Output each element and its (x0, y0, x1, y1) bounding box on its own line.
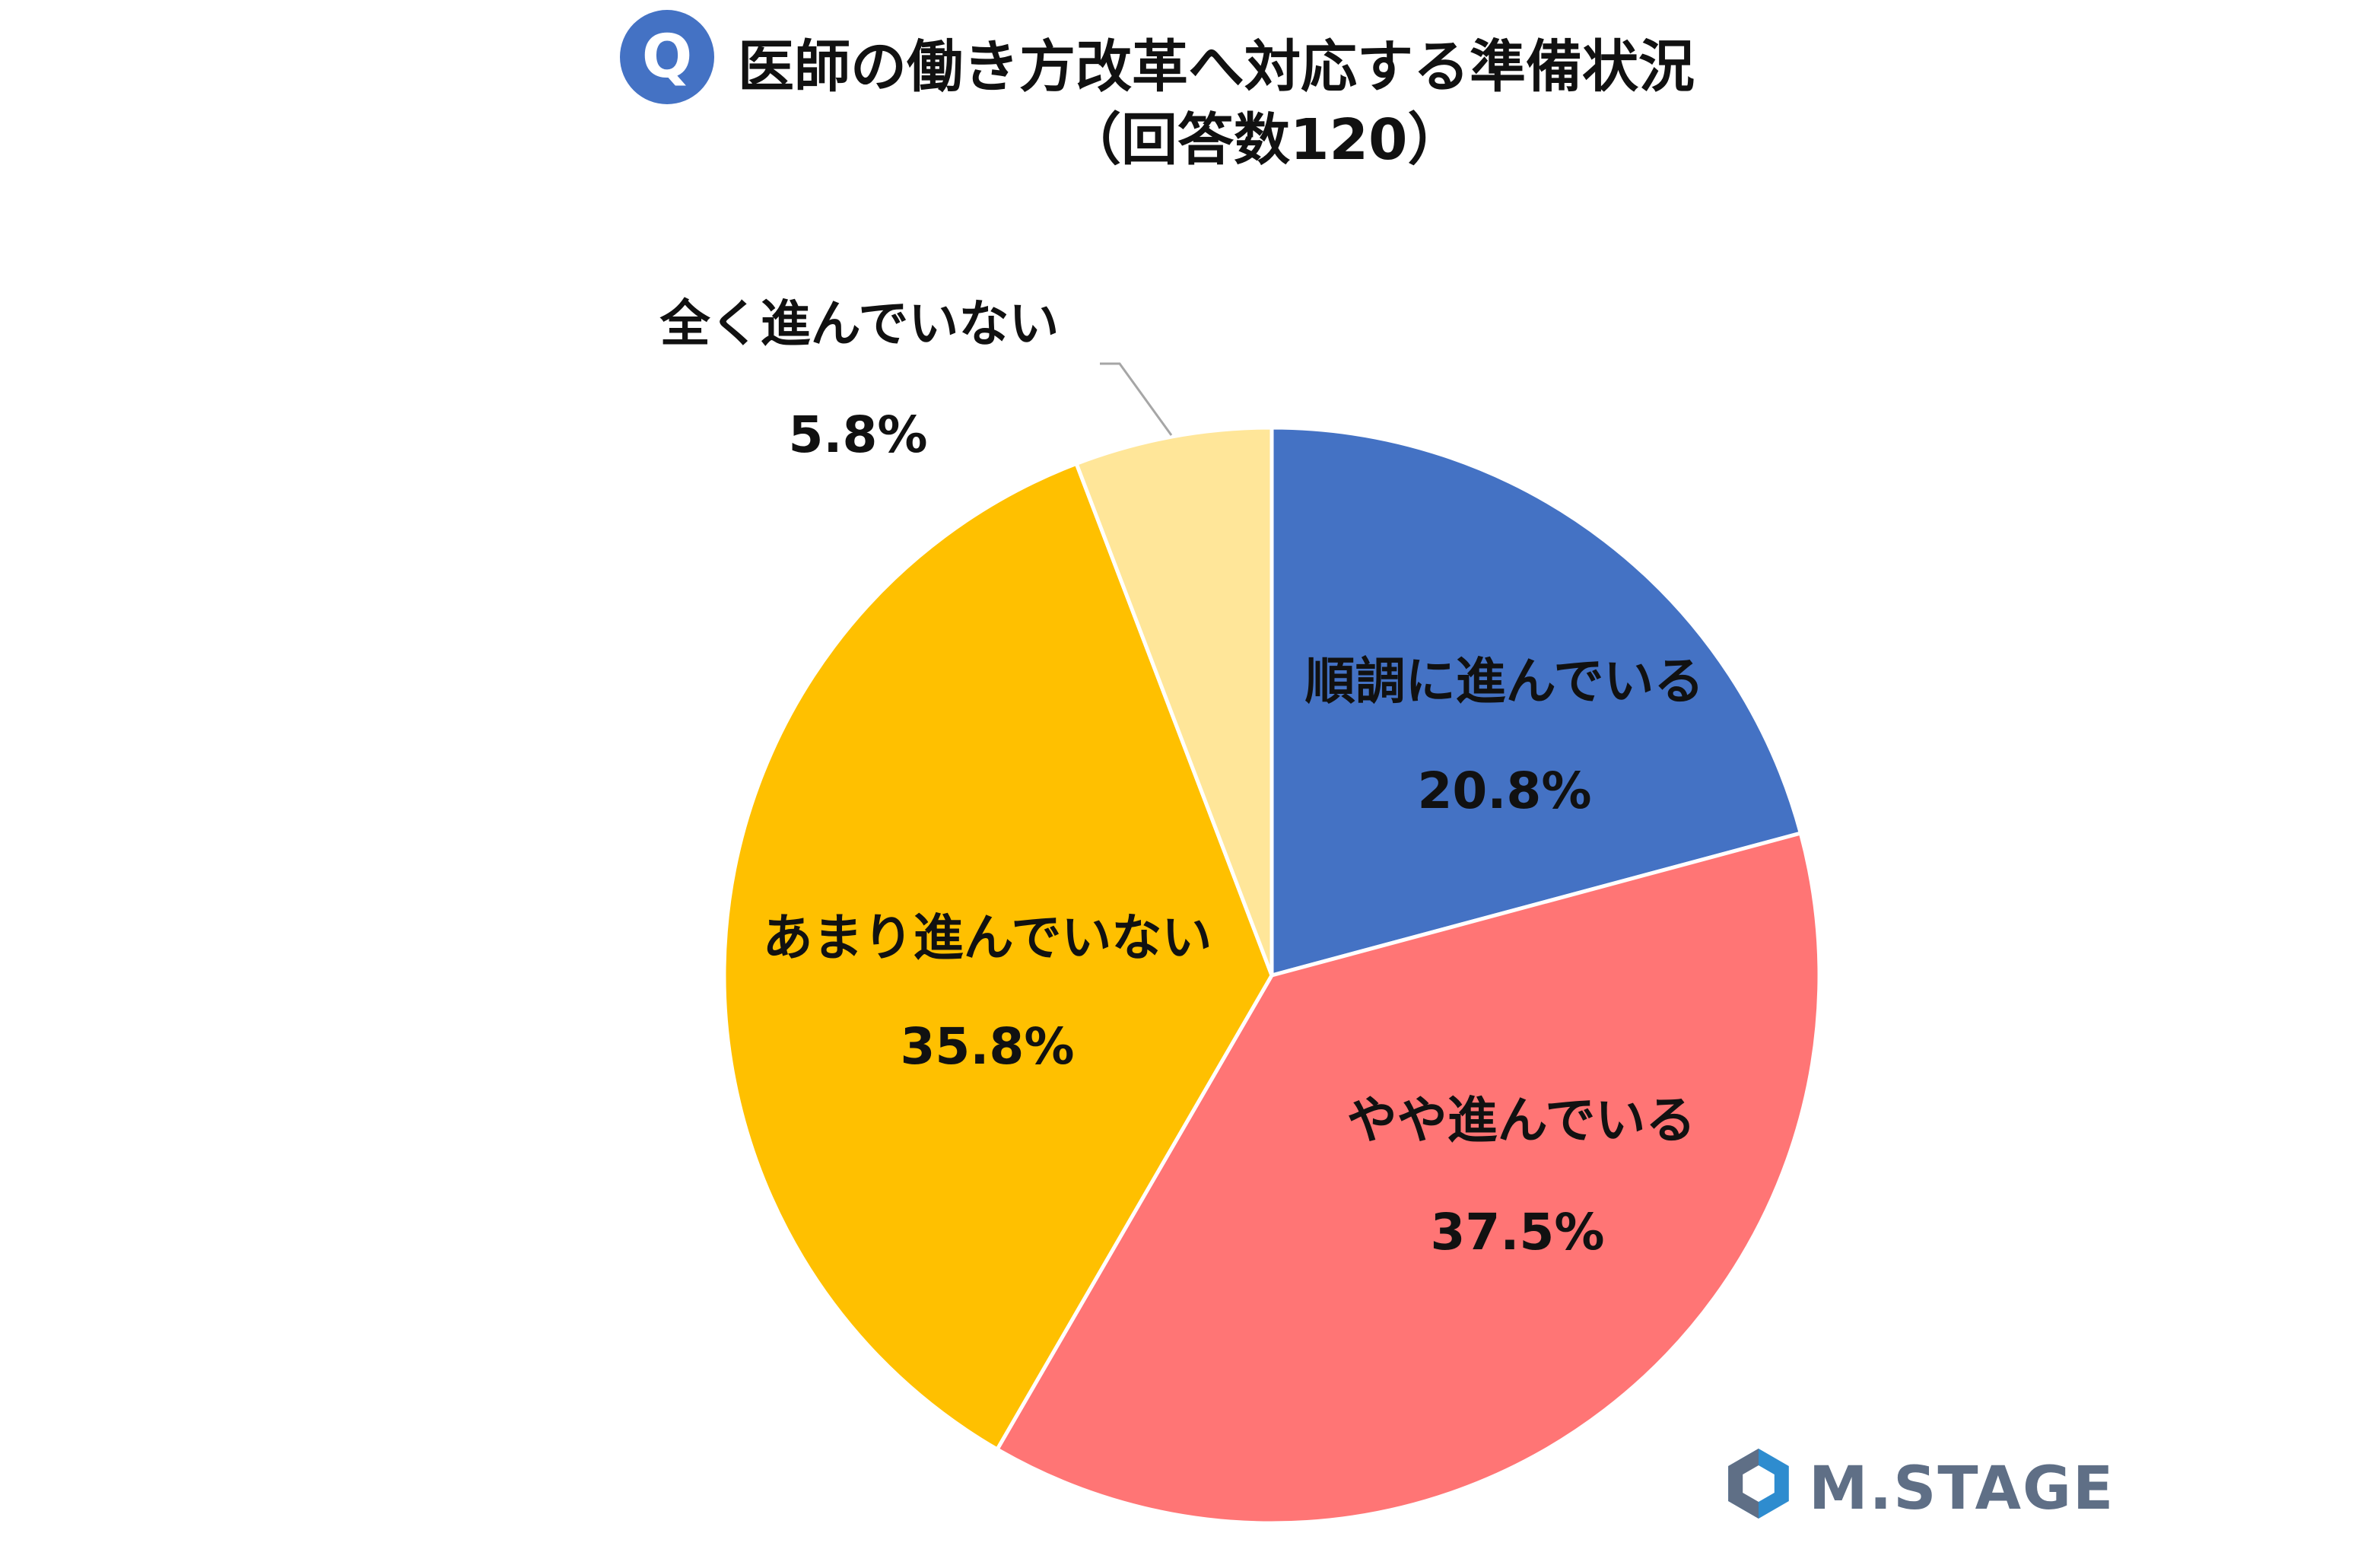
pie-slice-3 (722, 461, 1274, 1452)
pie-slice-1 (1269, 425, 1803, 978)
slice-label-2: やや進んでいる (1347, 1091, 1696, 1150)
pie-slice-4 (1073, 425, 1274, 976)
slice-value-label-3: 35.8% (901, 1017, 1075, 1076)
logo-hexagon-inner (1743, 1465, 1775, 1502)
logo-mark-icon (1728, 1449, 1789, 1519)
slice-label-4: 全く進んでいない (659, 294, 1060, 353)
pie-slice-2 (994, 831, 1822, 1525)
chart-title-line-2: （回答数120） (1065, 107, 1464, 173)
slice-value-label-2: 37.5% (1431, 1203, 1605, 1261)
slice-value-label-1: 20.8% (1418, 762, 1592, 820)
slice-value-label-4: 5.8% (788, 406, 927, 464)
slice-label-3: あまり進んでいない (763, 908, 1212, 967)
brand-logo-text: M.STAGE (1809, 1455, 2115, 1523)
question-badge: Q (620, 10, 714, 104)
slice-label-1: 順調に進んでいる (1305, 652, 1705, 711)
chart-title-line-1: 医師の働き方改革へ対応する準備状況 (738, 34, 1695, 100)
leader-line (1100, 362, 1173, 436)
